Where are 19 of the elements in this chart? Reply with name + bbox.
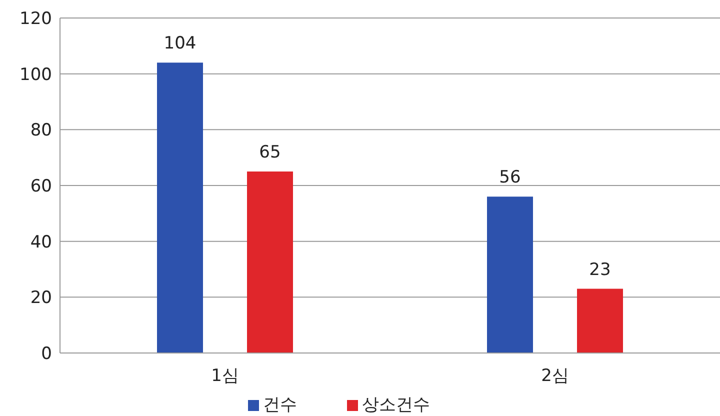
y-tick-label: 20 — [30, 288, 52, 308]
y-tick-label: 80 — [30, 120, 52, 141]
data-label: 23 — [589, 260, 611, 280]
bar — [247, 172, 293, 353]
data-label: 65 — [259, 142, 281, 163]
data-label: 56 — [499, 168, 521, 188]
bar — [487, 196, 533, 353]
y-tick-label: 60 — [30, 176, 52, 197]
legend-label: 상소건수 — [362, 395, 430, 415]
y-tick-label: 40 — [30, 232, 52, 252]
data-label: 104 — [164, 34, 196, 54]
x-tick-label: 1심 — [211, 366, 239, 386]
legend-label: 건수 — [263, 395, 297, 415]
x-tick-label: 2심 — [541, 366, 569, 386]
bar — [157, 62, 203, 353]
bar — [577, 288, 623, 353]
y-tick-label: 120 — [20, 9, 52, 30]
y-tick-label: 100 — [20, 64, 52, 85]
y-tick-label: 0 — [41, 344, 52, 364]
